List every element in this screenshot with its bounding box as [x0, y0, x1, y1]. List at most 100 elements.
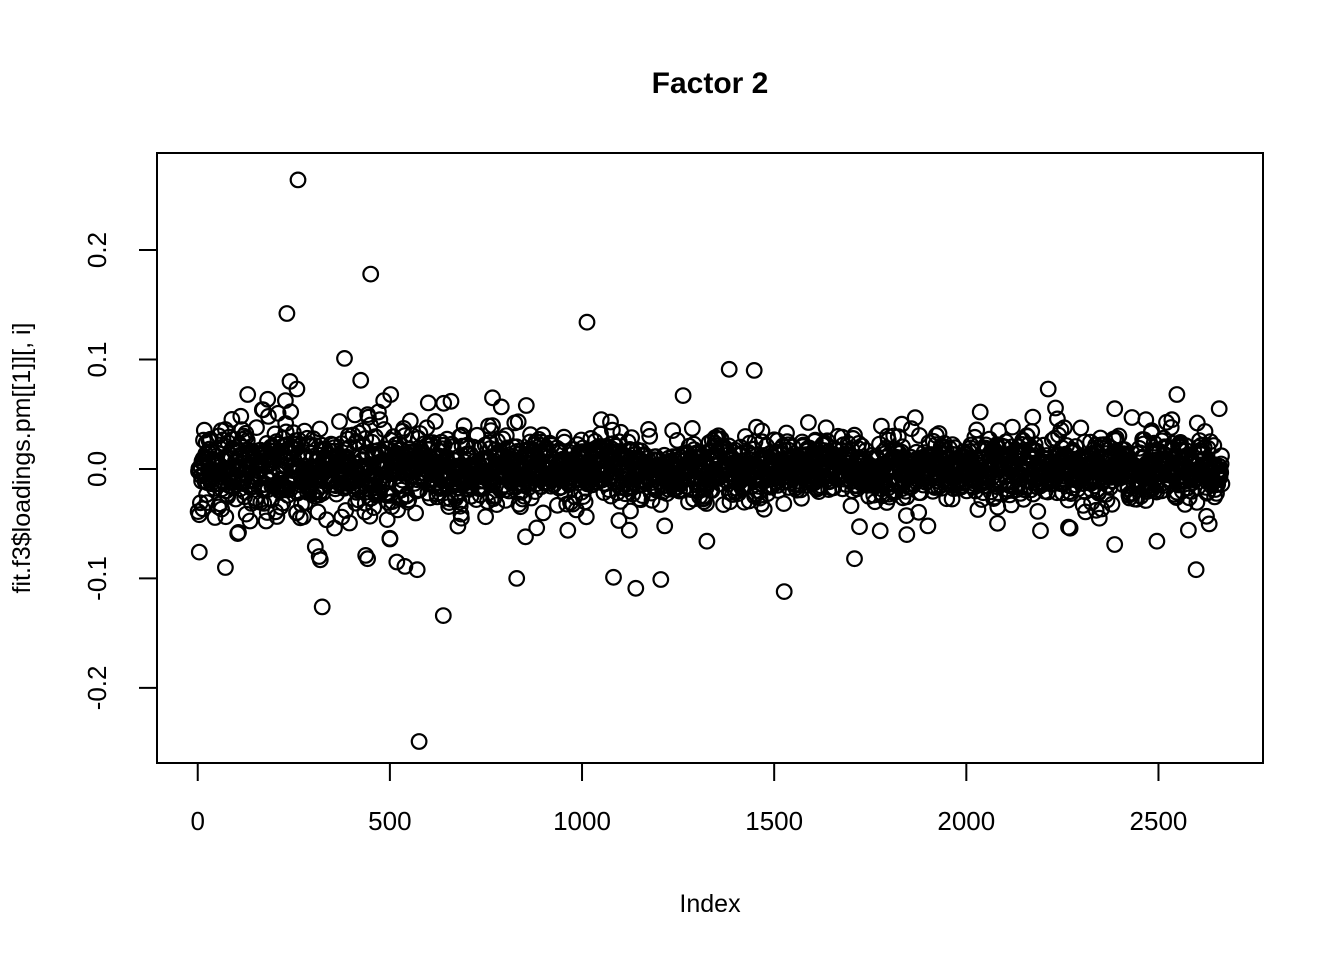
data-point [851, 518, 868, 536]
data-point [898, 507, 915, 524]
data-point [336, 350, 353, 367]
data-point [753, 422, 771, 440]
data-point [534, 504, 552, 522]
data-point [369, 442, 387, 459]
data-point [1090, 509, 1108, 527]
data-point [1198, 507, 1215, 525]
data-point [289, 171, 307, 189]
data-point [906, 409, 924, 427]
data-point [306, 538, 324, 556]
data-point [720, 360, 738, 378]
data-point [800, 414, 817, 431]
data-point [1210, 400, 1228, 418]
data-point [453, 509, 470, 527]
data-point [1179, 521, 1197, 539]
data-point [1106, 400, 1124, 418]
data-point [442, 392, 460, 410]
data-point [492, 398, 510, 416]
data-point [508, 570, 526, 587]
data-point [309, 503, 327, 521]
data-point [1047, 399, 1064, 417]
data-point [216, 559, 234, 576]
data-point [318, 511, 335, 529]
data-point [745, 362, 763, 379]
data-point [426, 413, 444, 430]
data-point [288, 380, 306, 398]
data-point [989, 514, 1006, 532]
data-point [1106, 536, 1124, 553]
data-point [893, 415, 911, 433]
data-point [674, 387, 692, 405]
data-point [341, 514, 358, 532]
data-point [602, 413, 619, 431]
data-point [610, 512, 628, 529]
data-point [578, 313, 596, 331]
data-point [656, 517, 674, 535]
data-point [1004, 418, 1021, 436]
data-point [371, 411, 389, 429]
y-tick-label: 0.2 [82, 232, 112, 268]
data-point [1213, 475, 1231, 493]
data-point [388, 553, 406, 571]
x-tick-label: 500 [368, 806, 411, 836]
y-axis-ticks [139, 248, 157, 689]
data-point [971, 403, 989, 421]
data-point [268, 508, 286, 525]
chart-title: Factor 2 [652, 67, 769, 100]
data-point [434, 607, 452, 624]
data-point [775, 495, 793, 513]
data-point [477, 508, 495, 526]
data-point [217, 508, 235, 526]
data-point [1163, 411, 1181, 429]
y-axis-label: fit.f3$loadings.pm[[1]][, i] [8, 323, 36, 594]
data-point [577, 508, 595, 526]
data-point [969, 501, 987, 518]
data-point [198, 494, 216, 512]
data-point [223, 411, 241, 428]
data-point [1026, 436, 1044, 454]
data-point [484, 417, 501, 435]
data-point [201, 430, 219, 448]
data-point [451, 497, 469, 515]
x-tick-label: 0 [191, 806, 205, 836]
data-point [190, 543, 208, 561]
data-point [382, 386, 400, 403]
data-point [455, 417, 473, 435]
data-point [362, 265, 380, 283]
data-point [241, 512, 259, 530]
data-point [1093, 500, 1110, 518]
x-axis-tick-labels: 0 500 1000 1500 2000 2500 [191, 806, 1188, 836]
data-point [1072, 419, 1090, 437]
data-point [410, 733, 428, 750]
data-point [898, 526, 916, 543]
data-point [396, 558, 414, 575]
data-point [517, 397, 535, 414]
data-point [528, 519, 546, 537]
data-point [1213, 447, 1230, 465]
plot-box-border [156, 152, 1264, 764]
data-point [555, 428, 573, 446]
data-point [1201, 433, 1219, 451]
data-point [236, 429, 254, 447]
data-point [248, 419, 265, 437]
data-point [620, 521, 638, 539]
data-point [592, 411, 610, 429]
data-point [356, 503, 374, 521]
scatter-points [189, 171, 1231, 750]
data-point [488, 496, 506, 514]
data-point [652, 571, 670, 588]
data-point [357, 547, 375, 564]
data-point [871, 522, 889, 540]
data-point [1212, 464, 1230, 482]
x-tick-label: 1000 [553, 806, 611, 836]
data-point [778, 424, 795, 442]
data-point [627, 579, 645, 597]
data-point [381, 530, 399, 548]
data-point [683, 420, 701, 437]
data-point [1061, 519, 1079, 537]
data-point [1168, 386, 1186, 403]
data-point [755, 500, 773, 518]
data-point [1039, 380, 1057, 398]
data-point [889, 428, 907, 446]
data-point [449, 517, 467, 535]
